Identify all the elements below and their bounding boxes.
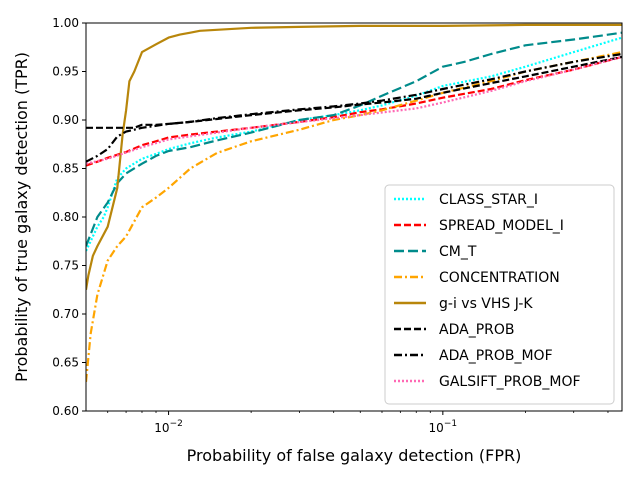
y-tick-label: 0.85 xyxy=(52,162,79,176)
legend-label: SPREAD_MODEL_I xyxy=(439,218,564,234)
y-tick-label: 0.80 xyxy=(52,210,79,224)
y-tick-label: 0.75 xyxy=(52,259,79,273)
y-tick-label: 1.00 xyxy=(52,16,79,30)
x-axis: 10−2 10−1 xyxy=(107,411,609,435)
legend: CLASS_STAR_I SPREAD_MODEL_I CM_T CONCENTRAT… xyxy=(384,184,615,405)
x-tick-label: 10−2 xyxy=(154,419,183,435)
legend-label: GALSIFT_PROB_MOF xyxy=(439,374,581,390)
series-line-g-i-vs-vhs-j-k xyxy=(86,23,622,290)
series-line-ada-prob xyxy=(86,55,622,129)
series-layer xyxy=(86,23,622,383)
y-tick-label: 0.95 xyxy=(52,65,79,79)
y-axis-label: Probability of true galaxy detection (TP… xyxy=(12,52,31,382)
y-tick-label: 0.65 xyxy=(52,356,79,370)
y-tick-label: 0.90 xyxy=(52,113,79,127)
legend-label: CM_T xyxy=(439,244,477,260)
legend-box xyxy=(384,184,615,405)
y-axis: 0.60 0.65 0.70 0.75 0.80 0.85 0.90 0.95 1.00 xyxy=(52,16,86,418)
x-tick-label: 10−1 xyxy=(429,419,458,435)
x-axis-label: Probability of false galaxy detection (F… xyxy=(187,446,522,465)
y-tick-label: 0.60 xyxy=(52,404,79,418)
legend-label: ADA_PROB_MOF xyxy=(439,348,553,364)
legend-label: ADA_PROB xyxy=(439,322,514,338)
legend-label: CLASS_STAR_I xyxy=(439,192,538,208)
legend-label: CONCENTRATION xyxy=(439,270,560,286)
series-line-cm-t xyxy=(86,31,622,247)
legend-label: g-i vs VHS J-K xyxy=(439,296,533,312)
series-line-ada-prob-mof xyxy=(86,52,622,163)
series-line-galsift-prob-mof xyxy=(86,55,622,165)
y-tick-label: 0.70 xyxy=(52,307,79,321)
series-line-concentration xyxy=(86,51,622,383)
series-line-class-star-i xyxy=(86,36,622,252)
